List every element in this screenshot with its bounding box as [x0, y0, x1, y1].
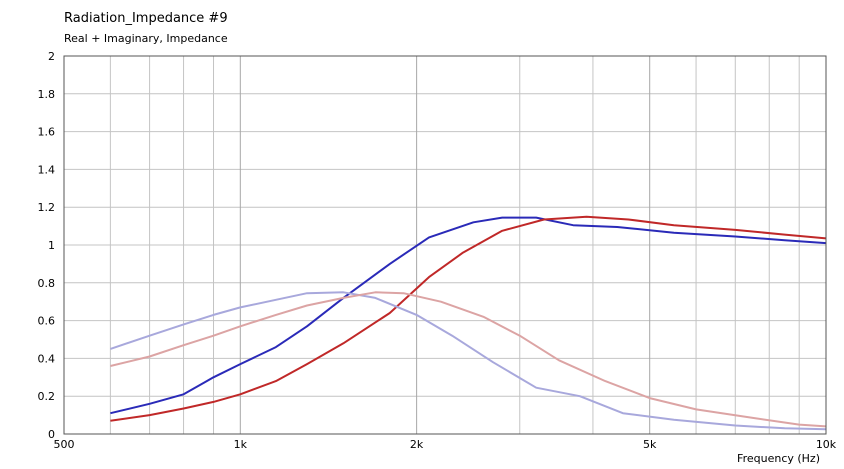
- series-line-1: [110, 216, 827, 415]
- series-line-2: [110, 215, 827, 422]
- x-tick-label: 2k: [410, 438, 424, 451]
- y-tick-label: 1.8: [38, 88, 56, 101]
- series-line-3: [110, 291, 827, 431]
- x-tick-label: 5k: [643, 438, 657, 451]
- y-tick-label: 2: [48, 50, 55, 63]
- axis-ticks: 0 0.2 0.4 0.6 0.8 1 1.2 1.4 1.6 1.8 2 500 1k 2k 5k 10k: [38, 50, 837, 451]
- y-tick-label: 1.2: [38, 201, 56, 214]
- grid-lines: [64, 55, 826, 435]
- y-tick-label: 0: [48, 428, 55, 441]
- plot-frame: [63, 55, 827, 435]
- x-tick-label: 10k: [816, 438, 837, 451]
- y-tick-label: 0.6: [38, 315, 56, 328]
- y-tick-label: 1.6: [38, 126, 56, 139]
- y-tick-label: 1: [48, 239, 55, 252]
- x-tick-label: 1k: [234, 438, 248, 451]
- y-tick-label: 0.8: [38, 277, 56, 290]
- chart-title: Radiation_Impedance #9: [64, 11, 228, 26]
- y-tick-label: 0.2: [38, 390, 56, 403]
- y-tick-label: 0.4: [38, 352, 56, 365]
- series-line-4: [110, 291, 827, 428]
- y-tick-label: 1.4: [38, 163, 56, 176]
- x-axis-label: Frequency (Hz): [737, 452, 820, 465]
- series-lines: [110, 215, 827, 431]
- x-tick-label: 500: [54, 438, 75, 451]
- chart-subtitle: Real + Imaginary, Impedance: [64, 32, 228, 45]
